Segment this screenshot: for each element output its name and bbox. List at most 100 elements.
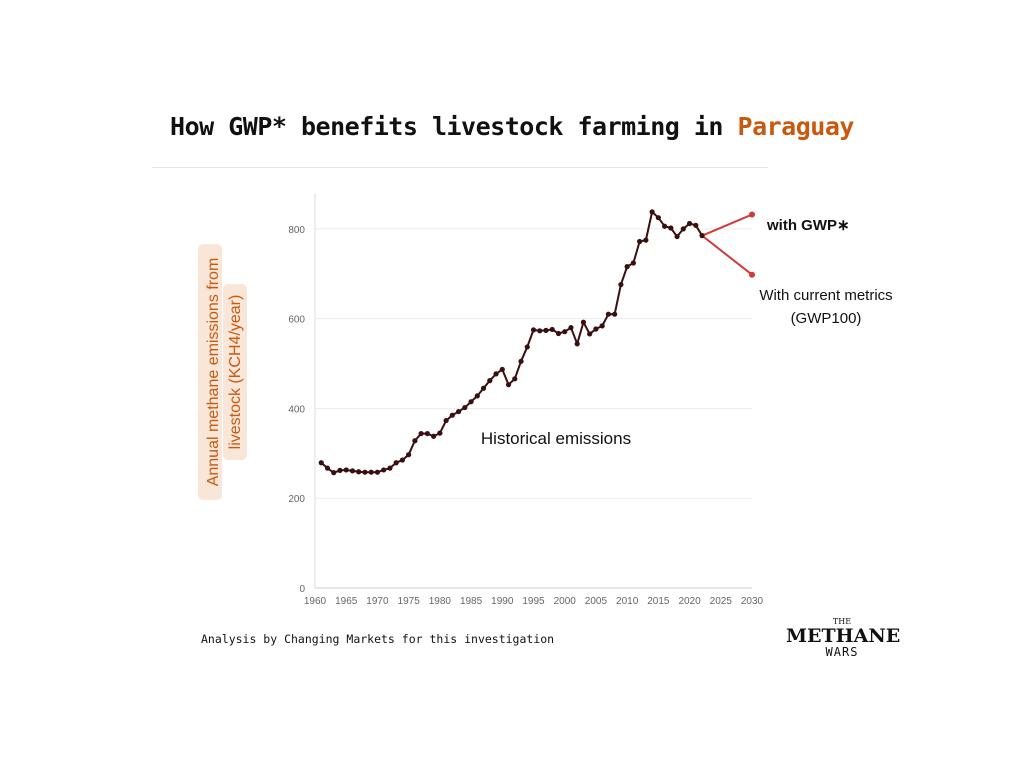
series-point-historical	[699, 233, 705, 239]
series-point-historical	[580, 319, 587, 325]
series-point-historical	[318, 460, 324, 466]
series-point-historical	[643, 237, 649, 243]
historical-series	[318, 209, 705, 476]
grid-lines	[315, 228, 752, 499]
axes	[314, 193, 752, 589]
annotation-gwp100-line-1: With current metrics	[759, 287, 892, 304]
series-point-historical	[474, 393, 480, 399]
series-point-historical	[655, 215, 661, 221]
logo-the: THE	[832, 617, 852, 626]
annotation-historical: Historical emissions	[481, 429, 631, 448]
x-tick-label: 2025	[710, 596, 733, 607]
series-point-historical	[593, 326, 599, 332]
series-point-historical	[393, 460, 399, 466]
series-point-historical	[449, 412, 455, 418]
chart-title-country: Paraguay	[737, 112, 855, 141]
series-point-historical	[686, 220, 693, 227]
series-line-gwp100	[701, 234, 753, 276]
chart-title-prefix: How GWP* benefits livestock farming in	[170, 112, 738, 141]
series-point-historical	[343, 467, 349, 473]
series-point-historical	[412, 438, 418, 444]
series-point-historical	[406, 452, 412, 458]
y-axis-label-bg-1	[198, 244, 222, 500]
series-point-historical	[668, 225, 674, 231]
series-point-historical	[618, 281, 624, 288]
chart-title: How GWP* benefits livestock farming in P…	[0, 112, 1024, 141]
series-point-historical	[518, 358, 524, 364]
series-point-historical	[443, 417, 449, 424]
series-point-historical	[374, 469, 381, 475]
x-tick-label: 1970	[366, 596, 389, 607]
projection-lines	[701, 211, 755, 278]
series-point-historical	[662, 223, 668, 229]
series-point-historical	[399, 457, 405, 463]
y-tick-labels: 0 200 400 600 800	[288, 225, 305, 595]
x-tick-label: 2015	[647, 596, 670, 607]
x-tick-label: 1980	[429, 596, 452, 607]
series-point-historical	[543, 327, 549, 333]
y-tick-label: 200	[288, 494, 305, 505]
series-point-historical	[455, 408, 462, 415]
methane-wars-logo: THE METHANE WARS	[786, 617, 901, 659]
series-point-historical	[555, 330, 562, 337]
x-tick-labels: 1960 1965 1970 1975 1980 1985 1990 1995 2000 2005…	[304, 596, 764, 607]
series-point-historical	[418, 430, 424, 437]
series-point-historical	[693, 222, 699, 228]
title-divider	[152, 167, 768, 168]
x-tick-label: 1985	[460, 596, 483, 607]
series-point-historical	[574, 341, 580, 347]
series-point-historical	[537, 328, 543, 334]
y-tick-label: 600	[288, 315, 305, 326]
series-point-historical	[512, 376, 518, 382]
series-point-historical	[649, 209, 655, 215]
series-point-gwp-star	[749, 211, 755, 218]
y-axis-label-bg-2	[223, 284, 247, 460]
y-tick-label: 0	[299, 584, 305, 595]
x-tick-label: 2020	[678, 596, 701, 607]
annotation-gwp-star: with GWP∗	[766, 217, 850, 234]
x-tick-label: 2000	[554, 596, 577, 607]
series-point-historical	[324, 465, 331, 471]
series-point-gwp100	[749, 271, 755, 278]
x-tick-label: 1960	[304, 596, 327, 607]
x-tick-label: 1965	[335, 596, 358, 607]
series-point-historical	[387, 465, 393, 471]
series-point-historical	[630, 260, 636, 266]
x-tick-label: 1975	[398, 596, 421, 607]
x-tick-label: 2005	[585, 596, 608, 607]
series-point-historical	[431, 433, 437, 439]
series-point-historical	[468, 399, 474, 405]
annotations: Historical emissions with GWP∗ With curr…	[481, 217, 893, 448]
series-point-historical	[549, 326, 555, 333]
series-point-historical	[674, 233, 680, 240]
series-point-historical	[599, 323, 605, 329]
series-point-historical	[637, 238, 643, 245]
series-point-historical	[612, 311, 618, 317]
series-line-gwp-star	[701, 213, 753, 237]
logo-wars: WARS	[825, 645, 859, 659]
series-point-historical	[349, 468, 356, 474]
x-tick-label: 1995	[522, 596, 545, 607]
series-point-historical	[587, 331, 593, 337]
series-point-historical	[487, 378, 493, 384]
source-note: Analysis by Changing Markets for this in…	[201, 632, 555, 646]
series-point-historical	[480, 385, 487, 391]
logo-methane: METHANE	[786, 625, 901, 647]
series-point-historical	[605, 311, 612, 317]
series-point-historical	[530, 327, 537, 333]
series-point-historical	[524, 344, 530, 350]
x-tick-label: 1990	[491, 596, 514, 607]
series-point-historical	[562, 329, 568, 335]
series-point-historical	[624, 264, 630, 270]
series-point-historical	[362, 469, 368, 475]
series-point-historical	[331, 470, 337, 476]
series-point-historical	[381, 467, 387, 473]
y-axis-label: Annual methane emissions from livestock …	[196, 244, 254, 500]
series-point-historical	[356, 469, 362, 475]
series-point-historical	[568, 325, 574, 331]
series-point-historical	[462, 404, 468, 411]
series-point-historical	[437, 430, 443, 436]
series-point-historical	[368, 469, 374, 475]
series-point-historical	[493, 371, 499, 377]
